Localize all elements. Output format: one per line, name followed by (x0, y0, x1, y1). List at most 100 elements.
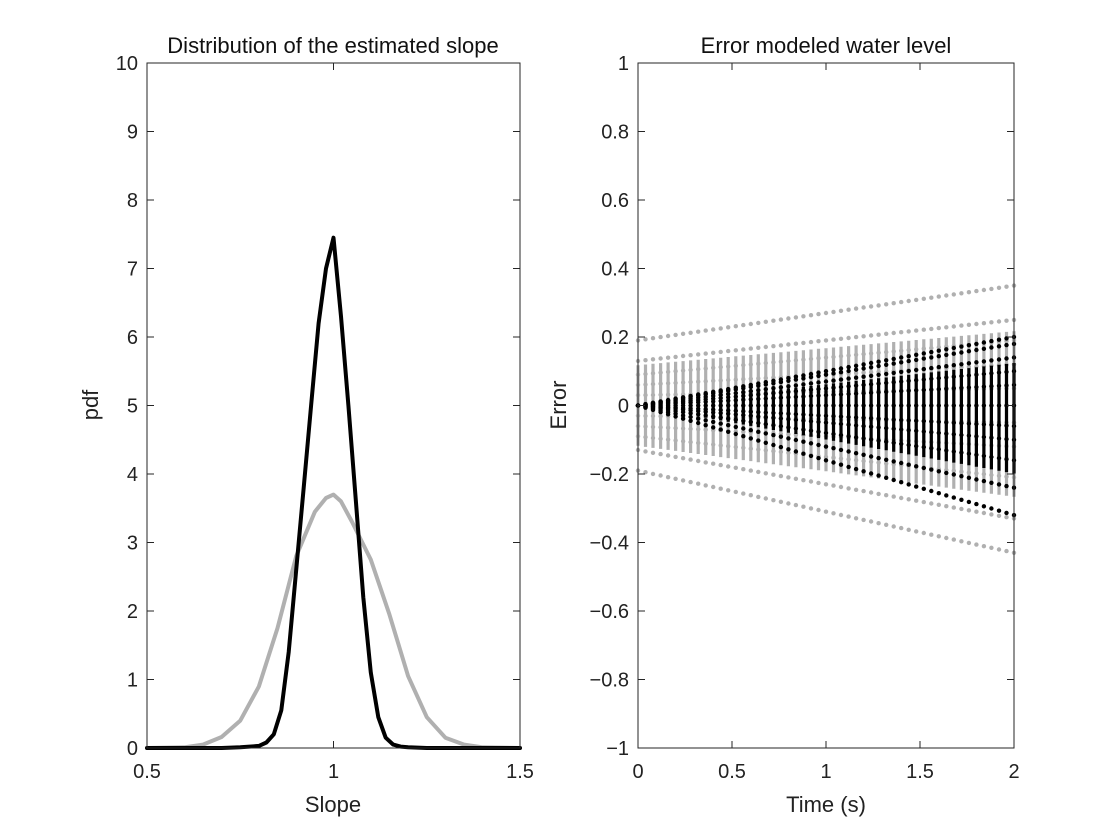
error-point-black (868, 365, 874, 370)
error-point-black (936, 491, 941, 496)
error-point-gray (891, 524, 896, 529)
error-point-black (1004, 342, 1009, 348)
error-point-black (793, 449, 799, 454)
slope-distribution-x-tick-label: 1 (328, 761, 339, 783)
error-point-black (891, 370, 896, 376)
error-point-gray (763, 319, 768, 324)
error-point-black (951, 495, 956, 500)
water-level-error-x-tick-label: 0 (632, 761, 643, 783)
error-point-gray (996, 285, 1002, 290)
error-point-gray (718, 486, 723, 491)
error-point-gray (696, 458, 701, 464)
error-point-black (838, 462, 844, 467)
water-level-error-x-axis-label: Time (s) (786, 792, 866, 817)
error-point-black (1004, 510, 1009, 516)
error-point-black (711, 419, 716, 425)
error-point-black (756, 383, 761, 388)
error-point-gray (778, 499, 784, 504)
error-point-black (951, 472, 956, 477)
error-point-black (831, 446, 836, 451)
error-point-gray (951, 537, 956, 542)
error-point-gray (974, 288, 979, 294)
error-point-gray (726, 325, 731, 330)
error-point-black (688, 414, 693, 420)
error-point-gray (688, 330, 693, 335)
error-point-gray (1004, 515, 1009, 520)
error-point-black (853, 451, 859, 456)
error-point-gray (718, 349, 723, 355)
error-point-black (936, 469, 941, 474)
error-point-gray (853, 516, 859, 521)
error-point-black (808, 374, 814, 380)
error-point-black (816, 380, 821, 385)
water-level-error-x-tick-label: 0.5 (718, 761, 746, 783)
error-point-gray (793, 341, 799, 346)
error-point-gray (673, 454, 678, 460)
error-point-gray (696, 481, 701, 486)
error-point-gray (906, 298, 911, 304)
error-point-black (959, 474, 964, 479)
error-point-black (816, 455, 821, 461)
error-point-gray (741, 467, 746, 472)
error-point-gray (899, 330, 904, 335)
error-point-gray (808, 506, 814, 511)
error-point-black (861, 362, 866, 367)
error-point-gray (801, 340, 806, 346)
error-point-gray (665, 333, 671, 339)
error-point-black (891, 356, 896, 362)
error-point-black (989, 480, 994, 485)
error-point-black (884, 358, 889, 363)
error-point-gray (673, 476, 678, 481)
error-point-black (778, 444, 784, 450)
error-point-gray (816, 339, 821, 344)
error-point-black (944, 347, 949, 352)
error-point-black (884, 457, 889, 462)
error-point-black (884, 371, 889, 377)
error-point-gray (786, 475, 791, 480)
error-point-gray (868, 519, 874, 524)
error-point-gray (996, 513, 1002, 518)
error-point-black (914, 484, 919, 489)
error-point-black (921, 356, 926, 361)
error-point-gray (974, 321, 979, 327)
error-point-gray (944, 535, 949, 541)
error-point-black (748, 428, 753, 433)
error-point-gray (899, 495, 904, 501)
error-point-gray (996, 547, 1002, 552)
water-level-error-y-tick-label: −1 (606, 738, 629, 760)
slope-distribution-y-tick-label: 7 (127, 259, 138, 281)
error-point-black (711, 425, 716, 430)
error-point-gray (756, 494, 761, 500)
error-point-black (899, 480, 904, 485)
error-point-black (981, 359, 987, 364)
error-point-gray (914, 498, 919, 503)
water-level-error-y-tick-label: 0.4 (601, 259, 629, 281)
error-point-gray (771, 344, 776, 349)
error-point-gray (906, 527, 911, 532)
error-point-gray (718, 462, 723, 468)
slope-distribution-y-tick-label: 6 (127, 327, 138, 349)
error-point-gray (914, 529, 919, 534)
error-point-gray (921, 530, 926, 536)
error-point-black (929, 467, 934, 472)
error-point-gray (989, 545, 994, 550)
error-point-black (906, 358, 911, 364)
error-point-gray (966, 508, 972, 513)
error-point-gray (861, 488, 866, 494)
error-point-gray (786, 316, 791, 321)
error-point-black (741, 389, 746, 395)
error-point-gray (884, 302, 889, 307)
error-point-black (936, 364, 941, 370)
error-point-gray (981, 321, 987, 326)
error-point-gray (959, 291, 964, 296)
error-point-black (718, 427, 723, 432)
error-point-black (793, 383, 799, 388)
water-level-error-y-tick-label: −0.8 (590, 670, 629, 692)
error-point-black (718, 389, 723, 395)
error-point-black (763, 440, 768, 445)
error-point-gray (680, 331, 686, 336)
error-point-black (884, 362, 889, 367)
error-point-gray (763, 344, 768, 350)
error-point-black (868, 360, 874, 366)
error-point-gray (921, 499, 926, 505)
